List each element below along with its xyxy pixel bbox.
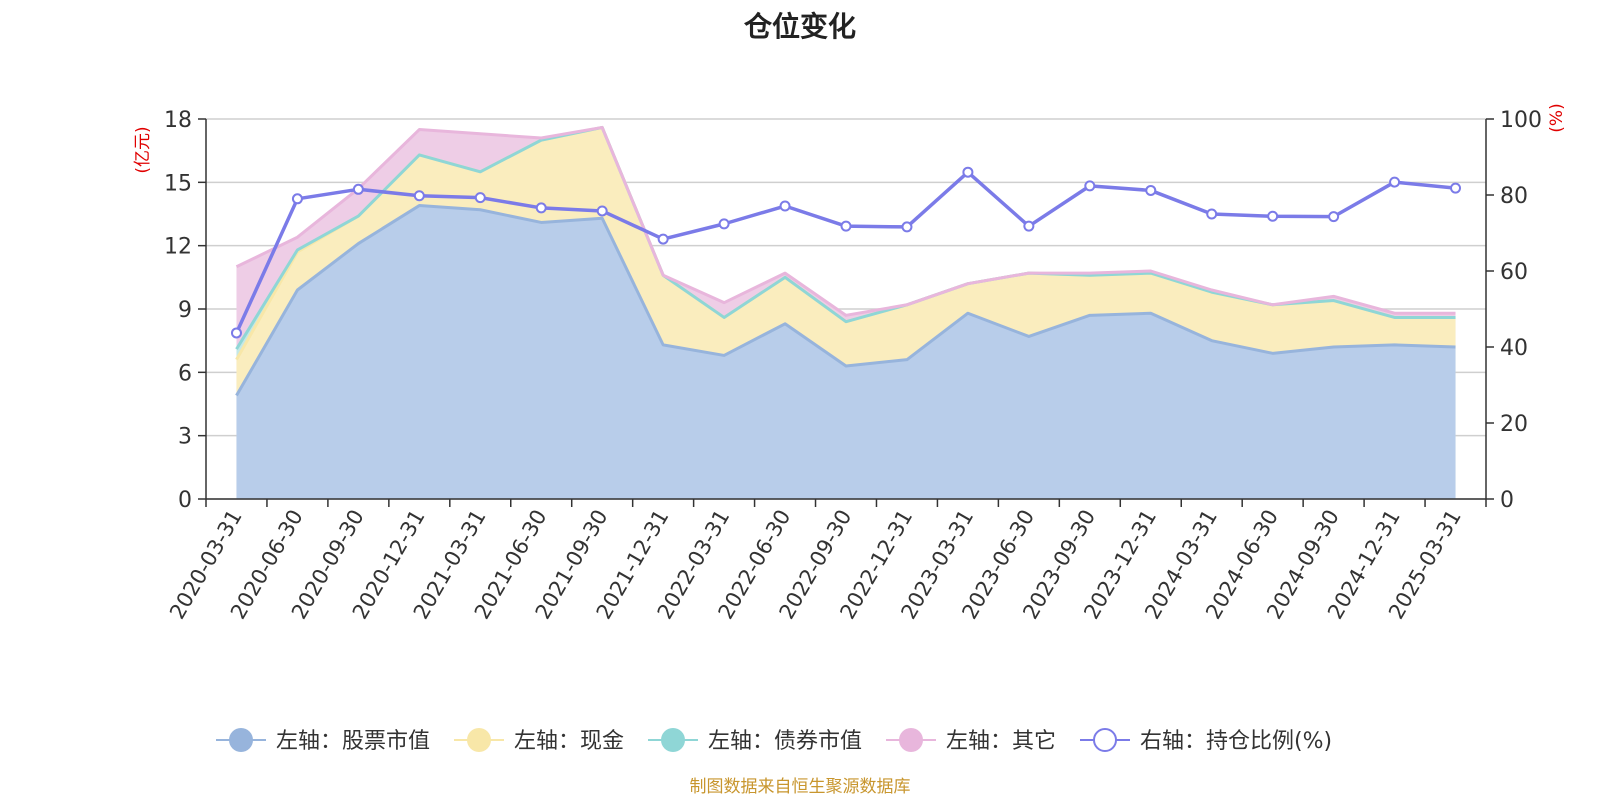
legend-label: 右轴：持仓比例(%) (1140, 729, 1332, 754)
ratio-point-17 (1267, 210, 1279, 222)
right-tick-label-3: 60 (1500, 260, 1528, 285)
ratio-point-6 (596, 205, 608, 217)
legend-marker (467, 728, 491, 752)
left-tick-label-5: 15 (164, 171, 192, 196)
area-edge-3 (235, 125, 1456, 317)
ratio-point-9 (779, 200, 791, 212)
left-tick-label-6: 18 (164, 108, 192, 133)
stacked-areas (235, 125, 1456, 500)
area-0 (236, 205, 1456, 500)
right-tick-label-1: 20 (1500, 412, 1528, 437)
legend-item-1[interactable]: 左轴：现金 (454, 728, 624, 754)
ratio-point-11 (901, 221, 913, 233)
ratio-point-2 (352, 183, 364, 195)
legend-marker (661, 728, 685, 752)
legend-item-4[interactable]: 右轴：持仓比例(%) (1080, 728, 1332, 754)
chart-title: 仓位变化 (744, 10, 856, 43)
area-edge-0 (235, 204, 1456, 397)
ratio-point-7 (657, 233, 669, 245)
left-axis-unit: (亿元) (133, 126, 153, 173)
left-tick-label-4: 12 (164, 235, 192, 260)
ratio-point-14 (1084, 180, 1096, 192)
ratio-point-8 (718, 218, 730, 230)
legend: 左轴：股票市值 左轴：现金 左轴：债券市值 左轴：其它 右轴：持仓比例(%) (216, 728, 1332, 754)
ratio-point-15 (1145, 184, 1157, 196)
right-tick-label-5: 100 (1500, 108, 1542, 133)
ratio-point-1 (291, 193, 303, 205)
legend-item-0[interactable]: 左轴：股票市值 (216, 728, 430, 754)
ratio-line (230, 166, 1462, 339)
legend-label: 左轴：债券市值 (708, 729, 862, 754)
ratio-point-4 (474, 192, 486, 204)
right-tick-label-2: 40 (1500, 336, 1528, 361)
legend-marker (1093, 728, 1117, 752)
ratio-point-10 (840, 220, 852, 232)
right-tick-label-4: 80 (1500, 184, 1528, 209)
legend-item-3[interactable]: 左轴：其它 (886, 728, 1056, 754)
ratio-point-3 (413, 190, 425, 202)
left-tick-label-1: 3 (178, 425, 192, 450)
legend-item-2[interactable]: 左轴：债券市值 (648, 728, 862, 754)
ratio-point-18 (1328, 211, 1340, 223)
ratio-point-0 (230, 327, 242, 339)
ratio-point-5 (535, 202, 547, 214)
legend-marker (229, 728, 253, 752)
ratio-point-12 (962, 166, 974, 178)
legend-label: 左轴：其它 (946, 729, 1056, 754)
legend-marker (899, 728, 923, 752)
legend-label: 左轴：股票市值 (276, 729, 430, 754)
ratio-point-20 (1450, 182, 1462, 194)
right-tick-label-0: 0 (1500, 488, 1514, 513)
left-tick-label-2: 6 (178, 361, 192, 386)
ratio-point-16 (1206, 208, 1218, 220)
source-note: 制图数据来自恒生聚源数据库 (690, 777, 911, 797)
right-axis-unit: (%) (1547, 103, 1567, 132)
ratio-point-19 (1389, 176, 1401, 188)
ratio-point-13 (1023, 220, 1035, 232)
left-tick-label-3: 9 (178, 298, 192, 323)
left-tick-label-0: 0 (178, 488, 192, 513)
legend-label: 左轴：现金 (514, 729, 624, 754)
